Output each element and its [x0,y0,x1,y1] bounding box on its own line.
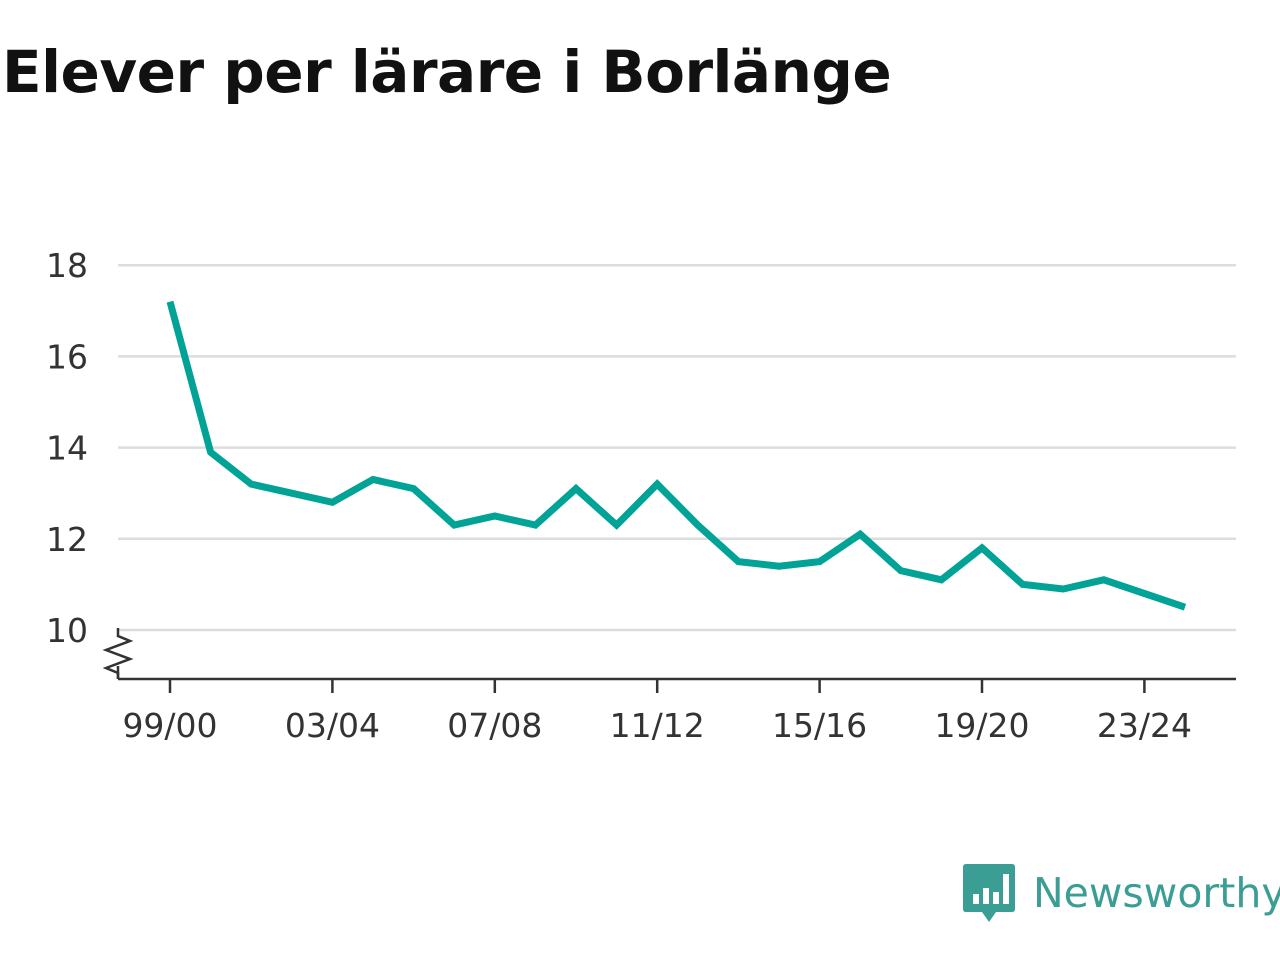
data-point-15/16 [816,558,823,565]
data-point-21/22 [1060,585,1067,592]
data-point-09/10 [573,485,580,492]
data-series [166,298,1189,611]
data-point-14/15 [776,563,783,570]
x-tick-label: 03/04 [285,706,380,745]
x-tick-label: 19/20 [934,706,1029,745]
series-line-0 [166,300,1187,611]
data-point-06/07 [451,522,458,529]
y-tick-label: 18 [46,246,88,285]
x-tick-label: 15/16 [772,706,867,745]
chart-title: Elever per lärare i Borlänge [2,38,892,106]
data-point-17/18 [897,567,904,574]
y-axis-ticks: 10 12 14 16 18 [46,246,88,650]
data-point-16/17 [857,531,864,538]
y-tick-label: 14 [46,429,88,468]
gridlines [118,263,1236,632]
data-point-19/20 [979,544,986,551]
newsworthy-logo[interactable]: Newsworthy [963,864,1280,926]
data-point-23/24 [1141,590,1148,597]
data-point-20/21 [1019,581,1026,588]
bar-chart-bubble-icon [963,864,1015,922]
data-point-12/13 [694,522,701,529]
data-point-24/25 [1182,604,1189,611]
x-tick-label: 23/24 [1097,706,1192,745]
y-tick-label: 12 [46,520,88,559]
x-tick-label: 11/12 [610,706,705,745]
data-point-11/12 [654,481,661,488]
data-point-01/02 [248,481,255,488]
y-tick-label: 10 [46,611,88,650]
data-point-07/08 [491,513,498,520]
x-tick-label: 99/00 [122,706,217,745]
data-point-22/23 [1100,576,1107,583]
y-axis-break-icon [102,628,134,679]
data-point-00/01 [207,449,214,456]
data-point-04/05 [370,476,377,483]
x-tick-label: 07/08 [447,706,542,745]
data-point-02/03 [288,490,295,497]
data-point-05/06 [410,485,417,492]
data-point-08/09 [532,522,539,529]
x-axis: 99/00 03/04 07/08 11/12 15/16 19/20 23/24 [102,628,1236,745]
data-point-13/14 [735,558,742,565]
y-tick-label: 16 [46,337,88,376]
brand-name: Newsworthy [1033,869,1280,917]
data-point-10/11 [613,522,620,529]
data-point-03/04 [329,499,336,506]
data-point-99/00 [167,298,174,305]
data-point-18/19 [938,576,945,583]
